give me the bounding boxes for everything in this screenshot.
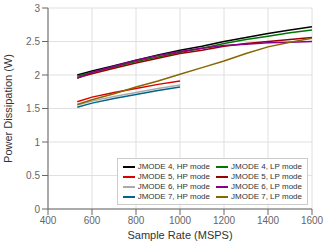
html-text:JMODE 6, HP mode: JMODE 6, HP mode xyxy=(137,182,210,191)
svg-text:2.5: 2.5 xyxy=(26,36,40,47)
svg-text:2: 2 xyxy=(34,70,40,81)
svg-text:0: 0 xyxy=(34,204,40,215)
svg-text:3: 3 xyxy=(34,3,40,14)
svg-text:0.5: 0.5 xyxy=(26,170,40,181)
svg-text:Sample Rate (MSPS): Sample Rate (MSPS) xyxy=(127,229,232,241)
svg-text:600: 600 xyxy=(84,215,101,226)
svg-text:800: 800 xyxy=(128,215,145,226)
html-text:JMODE 4, LP mode: JMODE 4, LP mode xyxy=(231,162,302,171)
svg-text:Power Dissipation (W): Power Dissipation (W) xyxy=(8,54,14,163)
svg-text:1000: 1000 xyxy=(169,215,192,226)
svg-text:400: 400 xyxy=(40,215,57,226)
svg-text:1.5: 1.5 xyxy=(26,103,40,114)
svg-text:1200: 1200 xyxy=(213,215,236,226)
html-text:JMODE 5, HP mode: JMODE 5, HP mode xyxy=(137,172,210,181)
html-text:JMODE 6, LP mode: JMODE 6, LP mode xyxy=(231,182,302,191)
svg-text:1: 1 xyxy=(34,137,40,148)
html-text:JMODE 5, LP mode: JMODE 5, LP mode xyxy=(231,172,302,181)
svg-text:1400: 1400 xyxy=(257,215,280,226)
html-text:JMODE 7, HP mode: JMODE 7, HP mode xyxy=(137,192,210,201)
html-text:JMODE 4, HP mode: JMODE 4, HP mode xyxy=(137,162,210,171)
svg-text:1600: 1600 xyxy=(301,215,316,226)
html-text:JMODE 7, LP mode: JMODE 7, LP mode xyxy=(231,192,302,201)
